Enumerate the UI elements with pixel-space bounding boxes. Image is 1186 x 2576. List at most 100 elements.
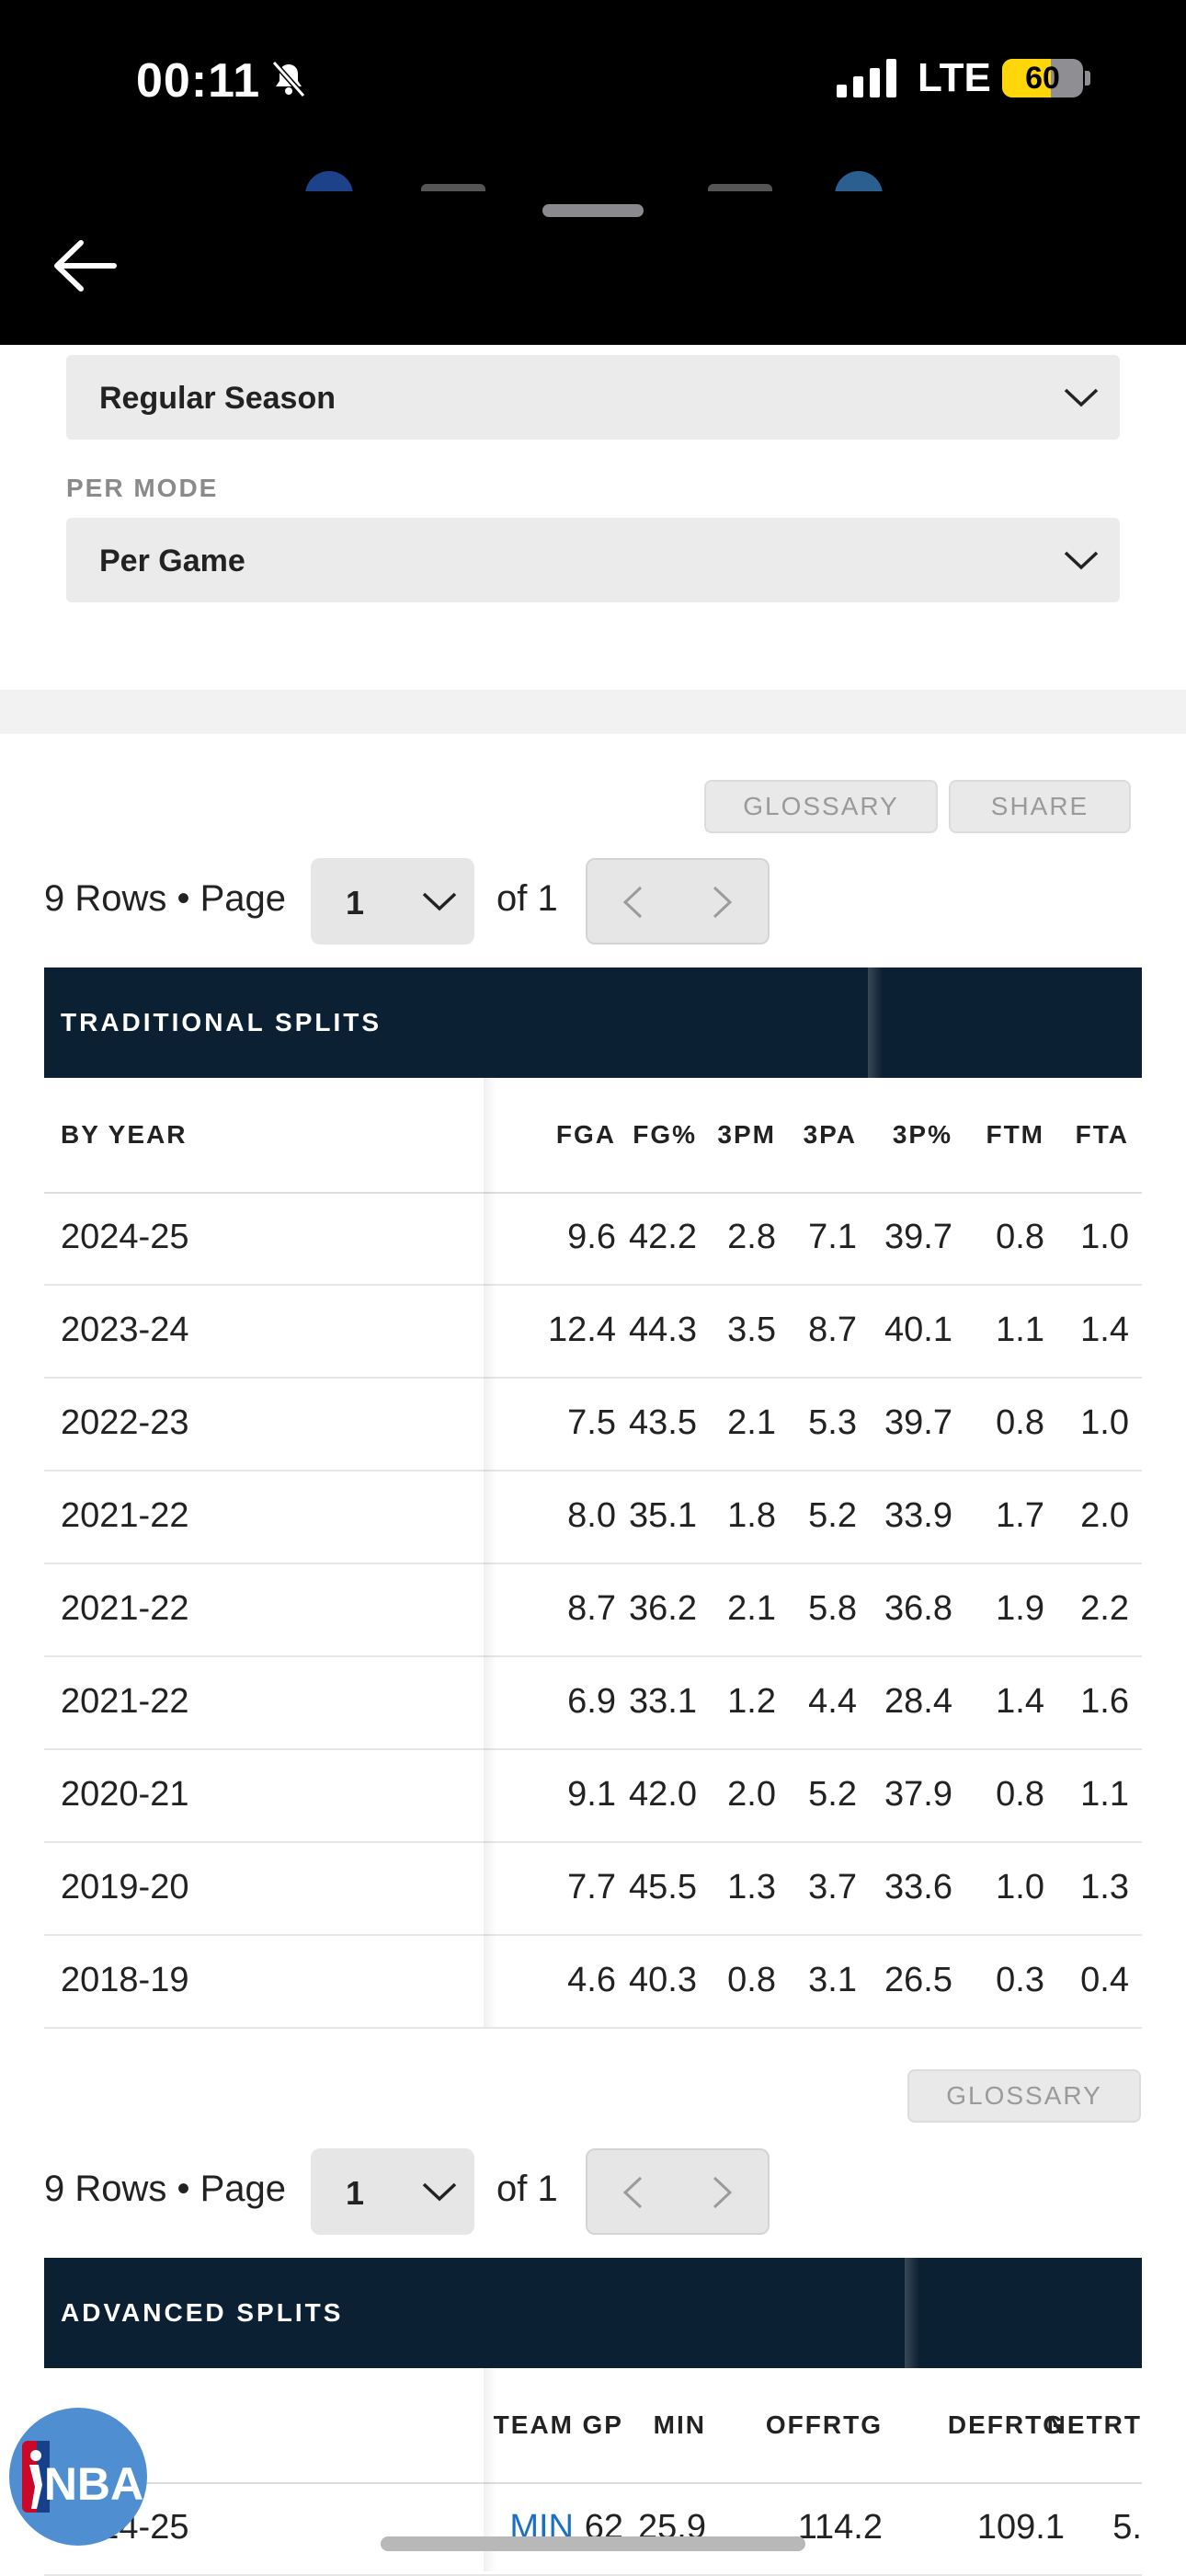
column-header[interactable]: FG% (633, 1120, 697, 1149)
column-header[interactable]: 3PM (717, 1120, 776, 1149)
per-mode-value: Per Game (99, 544, 245, 578)
table-cell: 8.0 (567, 1496, 616, 1535)
table-cell: 39.7 (884, 1403, 952, 1442)
back-arrow-icon[interactable] (50, 235, 120, 296)
table-cell: 3.5 (727, 1311, 776, 1349)
frozen-column-shadow (484, 2368, 496, 2571)
column-header[interactable]: DEFRTG (947, 2410, 1065, 2439)
chevron-down-icon (1064, 388, 1099, 407)
row-label: 2024-25 (61, 1218, 189, 1256)
frozen-column-shadow (484, 1078, 496, 2027)
previous-page-button[interactable] (587, 860, 678, 943)
table-cell: 7.7 (567, 1868, 616, 1906)
table-cell: 8.7 (567, 1589, 616, 1628)
table-cell: 1.1 (1080, 1775, 1129, 1814)
table-row: 2021-22 8.0 35.1 1.8 5.2 33.9 1.7 2.0 (44, 1471, 1142, 1564)
row-label: 2022-23 (61, 1403, 189, 1442)
column-header[interactable]: NETRT (1046, 2410, 1142, 2439)
battery-fill (1002, 59, 1051, 97)
column-header[interactable]: OFFRTG (765, 2410, 883, 2439)
pager-nav (586, 2148, 770, 2235)
table-cell: 36.2 (629, 1589, 697, 1628)
chevron-down-icon (422, 2182, 457, 2202)
table-cell: 2.0 (1080, 1496, 1129, 1535)
next-page-button[interactable] (678, 2150, 768, 2233)
page-number: 1 (346, 2174, 365, 2212)
chevron-right-icon (713, 2176, 733, 2209)
share-button[interactable]: SHARE (949, 780, 1131, 833)
next-page-button[interactable] (678, 860, 768, 943)
table-cell: 9.1 (567, 1775, 616, 1814)
table-cell: 1.7 (996, 1496, 1044, 1535)
table-cell: 7.1 (808, 1218, 857, 1256)
column-header[interactable]: MIN (653, 2410, 706, 2439)
column-header-row: BY YEAR FGA FG% 3PM 3PA 3P% FTM FTA (44, 1078, 1142, 1194)
page-of-text: of 1 (496, 2169, 558, 2209)
table-cell: 36.8 (884, 1589, 952, 1628)
rows-page-text: 9 Rows • Page (44, 878, 287, 919)
cellular-signal-icon (837, 59, 896, 97)
table-cell: 45.5 (629, 1868, 697, 1906)
table-cell: 1.0 (1080, 1403, 1129, 1442)
column-header[interactable]: BY YEAR (61, 1120, 188, 1149)
column-header-row: ARTEAMGPMINOFFRTGDEFRTGNETRT (44, 2368, 1142, 2484)
table-cell: 33.9 (884, 1496, 952, 1535)
table-cell: 2.8 (727, 1218, 776, 1256)
glossary-button[interactable]: GLOSSARY (704, 780, 938, 833)
column-header[interactable]: 3PA (803, 1120, 857, 1149)
previous-page-button[interactable] (587, 2150, 678, 2233)
column-header[interactable]: GP (582, 2410, 623, 2439)
page-of-text: of 1 (496, 878, 558, 919)
page-number-select[interactable]: 1 (311, 2148, 474, 2235)
table-cell: 40.3 (629, 1961, 697, 1999)
table-cell: 1.4 (1080, 1311, 1129, 1349)
row-label: 2021-22 (61, 1682, 189, 1721)
column-header[interactable]: TEAM (493, 2410, 574, 2439)
table-cell: 12.4 (548, 1311, 616, 1349)
column-header[interactable]: FTA (1075, 1120, 1129, 1149)
table-cell: 40.1 (884, 1311, 952, 1349)
page-number-select[interactable]: 1 (311, 858, 474, 945)
glossary-button[interactable]: GLOSSARY (907, 2069, 1141, 2123)
table-cell: 37.9 (884, 1775, 952, 1814)
table-cell: 5.2 (808, 1775, 857, 1814)
row-label: 2018-19 (61, 1961, 189, 1999)
column-header[interactable]: FGA (555, 1120, 616, 1149)
nba-logo[interactable]: NBA (9, 2408, 147, 2546)
column-header[interactable]: 3P% (892, 1120, 952, 1149)
table-cell: 2.1 (727, 1403, 776, 1442)
table-cell: 6.9 (567, 1682, 616, 1721)
top-bar: 00:11 LTE 60 (0, 0, 1186, 345)
chevron-down-icon (422, 892, 457, 911)
table-cell: 1.2 (727, 1682, 776, 1721)
advanced-splits-header: ADVANCED SPLITS (44, 2258, 1142, 2368)
nba-logo-icon: NBA (22, 2441, 143, 2513)
team-logo-peek (835, 171, 883, 191)
row-label: 2021-22 (61, 1589, 189, 1628)
header-scroll-shade (868, 967, 883, 1078)
status-time: 00:11 (136, 54, 261, 108)
per-mode-select[interactable]: Per Game (66, 518, 1120, 602)
table-cell: 2.0 (727, 1775, 776, 1814)
season-type-select[interactable]: Regular Season (66, 355, 1120, 440)
table-cell: 33.6 (884, 1868, 952, 1906)
table-cell: 4.6 (567, 1961, 616, 1999)
table-cell: 8.7 (808, 1311, 857, 1349)
table-cell: 2.1 (727, 1589, 776, 1628)
table-cell: 9.6 (567, 1218, 616, 1256)
table-cell: 39.7 (884, 1218, 952, 1256)
rows-page-text: 9 Rows • Page (44, 2169, 287, 2209)
table-cell: 0.8 (996, 1403, 1044, 1442)
chevron-down-icon (1064, 551, 1099, 570)
table-cell: 1.8 (727, 1496, 776, 1535)
table-cell: 0.3 (996, 1961, 1044, 1999)
table-cell: 1.6 (1080, 1682, 1129, 1721)
table-cell: 114.2 (797, 2508, 883, 2547)
silent-bell-icon (271, 61, 306, 97)
column-header[interactable]: FTM (986, 1120, 1044, 1149)
table-cell: 1.3 (727, 1868, 776, 1906)
table-title: TRADITIONAL SPLITS (61, 1008, 382, 1036)
sheet-grabber[interactable] (542, 204, 644, 217)
table-cell: 5.8 (808, 1589, 857, 1628)
chevron-left-icon (622, 2176, 643, 2209)
